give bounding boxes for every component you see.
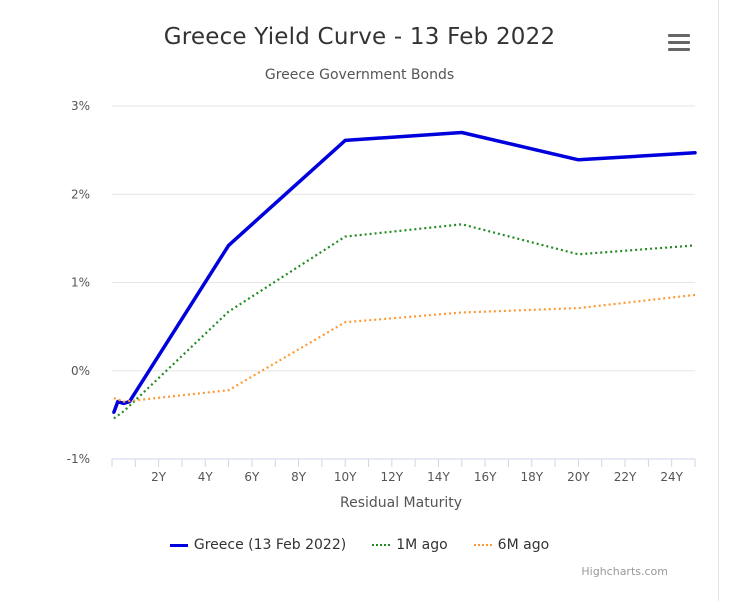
legend: Greece (13 Feb 2022) 1M ago 6M ago [0, 537, 719, 553]
y-axis: -1% 0% 1% 2% 3% [67, 99, 90, 466]
legend-line-icon [169, 543, 188, 547]
x-tick-label: 22Y [614, 470, 637, 484]
legend-label: 6M ago [497, 537, 550, 553]
x-axis: 2Y 4Y 6Y 8Y 10Y 12Y 14Y 16Y 18Y 20Y 22Y 24Y [111, 458, 696, 484]
x-axis-title: Residual Maturity [340, 495, 462, 511]
legend-item-0[interactable]: Greece (13 Feb 2022) [169, 537, 347, 553]
legend-line-icon [473, 544, 492, 546]
series-line-1[interactable] [113, 223, 696, 420]
series-line-0[interactable] [112, 130, 697, 414]
x-tick-label: 10Y [334, 470, 357, 484]
y-tick-label: 2% [71, 187, 90, 201]
legend-item-2[interactable]: 6M ago [473, 537, 550, 553]
chart-container: Greece Yield Curve - 13 Feb 2022 Greece … [0, 0, 719, 601]
legend-label: 1M ago [396, 537, 448, 553]
x-tick-label: 12Y [381, 470, 404, 484]
x-tick-label: 14Y [427, 470, 450, 484]
y-tick-label: 0% [71, 364, 90, 378]
y-tick-label: 3% [71, 99, 90, 113]
x-tick-label: 16Y [474, 470, 497, 484]
series-lines [112, 130, 697, 420]
credits-link[interactable]: Highcharts.com [581, 565, 668, 578]
hamburger-menu-icon[interactable] [666, 34, 692, 58]
chart-title: Greece Yield Curve - 13 Feb 2022 [163, 24, 556, 50]
legend-item-1[interactable]: 1M ago [372, 537, 448, 553]
x-tick-label: 24Y [660, 470, 683, 484]
x-tick-label: 6Y [244, 470, 260, 484]
x-tick-label: 18Y [520, 470, 543, 484]
x-tick-label: 20Y [567, 470, 590, 484]
x-tick-label: 8Y [291, 470, 307, 484]
chart-subtitle: Greece Government Bonds [264, 67, 455, 83]
legend-label: Greece (13 Feb 2022) [193, 537, 347, 553]
legend-line-icon [372, 544, 391, 546]
series-line-2[interactable] [113, 293, 696, 403]
y-tick-label: -1% [67, 452, 90, 466]
x-tick-label: 4Y [198, 470, 214, 484]
x-tick-label: 2Y [151, 470, 167, 484]
y-tick-label: 1% [71, 276, 90, 290]
plot-area: 2Y 4Y 6Y 8Y 10Y 12Y 14Y 16Y 18Y 20Y 22Y 24Y -1% 0% 1%… [67, 99, 697, 511]
